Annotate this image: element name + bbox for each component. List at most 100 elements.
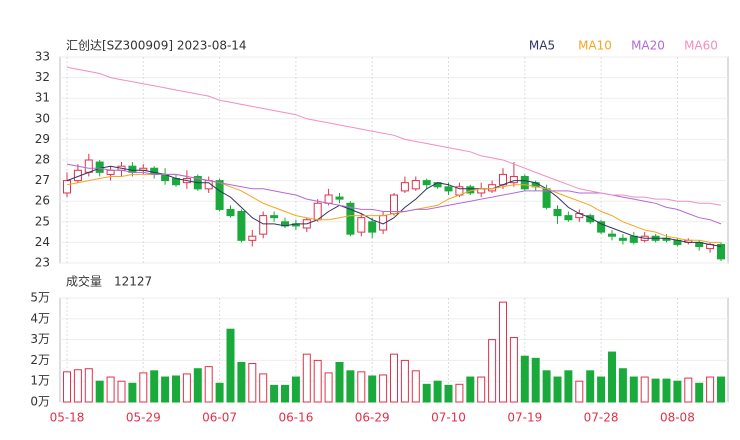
x-tick-label: 07-19 — [507, 411, 542, 425]
volume-bar — [629, 376, 638, 403]
candle-body — [717, 243, 725, 260]
chart-title: 汇创达[SZ300909] 2023-08-14 — [66, 39, 247, 53]
volume-bar — [84, 368, 93, 403]
volume-bar — [172, 375, 180, 403]
candle-body — [346, 202, 355, 235]
volume-bar — [488, 339, 497, 403]
volume-bar — [357, 371, 366, 403]
candle-body — [597, 221, 606, 233]
volume-bar — [542, 370, 551, 403]
candle-body — [259, 215, 268, 235]
volume-bar — [640, 376, 649, 403]
volume-bar — [597, 376, 606, 403]
volume-bar — [226, 328, 235, 403]
y-tick-label: 32 — [35, 70, 50, 84]
volume-bar — [215, 382, 224, 403]
candle-body — [248, 235, 257, 241]
volume-bar — [150, 370, 159, 403]
volume-bar — [673, 380, 682, 403]
volume-bar — [433, 380, 442, 403]
candle-body — [390, 194, 398, 215]
volume-bar — [444, 384, 453, 403]
volume-bar — [608, 351, 616, 403]
candle-body — [357, 217, 366, 233]
volume-bar — [411, 370, 420, 403]
volume-tick-label: 5万 — [30, 291, 50, 305]
volume-bar — [499, 301, 507, 403]
volume-bar — [313, 359, 322, 403]
volume-bar — [618, 368, 627, 403]
volume-tick-label: 3万 — [30, 332, 50, 346]
candle-body — [499, 173, 507, 186]
volume-bar — [270, 384, 279, 403]
x-tick-label: 06-16 — [278, 411, 313, 425]
y-tick-label: 28 — [35, 153, 50, 167]
volume-bar — [193, 368, 202, 403]
volume-bar — [63, 371, 71, 403]
candle-body — [215, 180, 224, 210]
volume-bar — [95, 380, 104, 403]
volume-bar — [139, 372, 148, 403]
volume-bar — [684, 377, 693, 403]
volume-label: 成交量 — [66, 274, 102, 289]
volume-tick-label: 1万 — [30, 374, 50, 388]
candle-body — [618, 237, 627, 241]
candle-body — [324, 194, 333, 204]
volume-bar — [161, 376, 170, 403]
candle-body — [422, 180, 431, 186]
volume-bar — [346, 370, 355, 403]
candle-body — [63, 180, 71, 194]
volume-bar — [128, 382, 137, 403]
volume-bar — [575, 380, 584, 403]
candle-body — [608, 233, 616, 237]
volume-bar — [204, 366, 213, 403]
x-tick-label: 08-08 — [660, 411, 695, 425]
x-tick-label: 06-29 — [355, 411, 390, 425]
candle-body — [368, 221, 377, 233]
volume-bar — [564, 370, 573, 403]
x-tick-label: 05-18 — [50, 411, 85, 425]
volume-bar — [520, 355, 529, 403]
volume-bar — [259, 373, 268, 403]
volume-bar — [706, 376, 715, 403]
volume-bar — [651, 378, 660, 403]
volume-current: 12127 — [114, 275, 152, 289]
volume-bar — [455, 383, 464, 403]
volume-bar — [248, 363, 257, 403]
volume-bar — [324, 372, 333, 403]
volume-bar — [553, 376, 562, 403]
x-tick-label: 06-07 — [202, 411, 237, 425]
legend-entry: MA10 — [578, 39, 612, 53]
x-tick-label: 05-29 — [126, 411, 161, 425]
volume-bar — [117, 380, 126, 403]
volume-bar — [717, 376, 725, 403]
ma-line — [66, 66, 722, 206]
volume-bar — [422, 383, 431, 403]
candle-body — [564, 215, 573, 221]
volume-bar — [379, 374, 388, 403]
volume-bar — [106, 376, 115, 403]
volume-bar — [182, 373, 191, 403]
volume-bar — [531, 357, 540, 403]
y-tick-label: 25 — [35, 214, 50, 228]
x-tick-label: 07-28 — [584, 411, 619, 425]
candle-body — [520, 175, 529, 190]
volume-bar — [237, 361, 246, 403]
legend-entry: MA5 — [529, 39, 555, 53]
candle-body — [444, 186, 453, 192]
candle-body — [237, 211, 246, 241]
candle-body — [509, 175, 518, 184]
volume-bar — [335, 361, 344, 403]
y-tick-label: 33 — [35, 50, 50, 64]
volume-bar — [368, 375, 377, 403]
volume-bar — [695, 382, 704, 403]
volume-tick-label: 0万 — [30, 395, 50, 409]
candle-body — [84, 159, 93, 173]
candle-body — [95, 161, 104, 173]
ma-line — [66, 165, 722, 247]
volume-bar — [586, 370, 595, 403]
volume-bar — [466, 376, 475, 403]
y-tick-label: 29 — [35, 132, 50, 146]
volume-bar — [302, 353, 311, 403]
y-tick-label: 27 — [35, 173, 50, 187]
